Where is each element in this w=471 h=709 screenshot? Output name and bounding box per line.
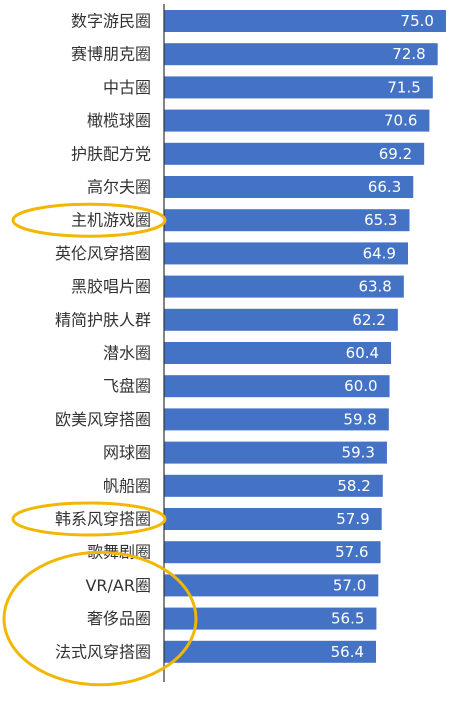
value-label-6: 66.3 <box>368 178 401 196</box>
bar-3 <box>164 76 433 99</box>
value-label-19: 56.5 <box>331 610 364 628</box>
value-label-18: 57.0 <box>333 576 366 594</box>
category-label-18: VR/AR圈 <box>85 576 151 595</box>
bar-5 <box>164 142 425 165</box>
bar-8 <box>164 242 408 265</box>
highlight-ellipse-1 <box>11 202 167 238</box>
category-label-19: 奢侈品圈 <box>87 609 151 628</box>
category-label-6: 高尔夫圈 <box>87 178 151 197</box>
value-label-14: 59.3 <box>342 444 375 462</box>
category-label-3: 中古圈 <box>103 78 151 97</box>
category-label-20: 法式风穿搭圈 <box>55 642 151 661</box>
category-label-1: 数字游民圈 <box>71 12 151 31</box>
value-label-5: 69.2 <box>379 145 412 163</box>
category-label-9: 黑胶唱片圈 <box>71 277 151 296</box>
category-label-13: 欧美风穿搭圈 <box>55 410 151 429</box>
category-label-7: 主机游戏圈 <box>71 211 151 230</box>
highlight-ellipses-group <box>2 202 198 687</box>
value-label-2: 72.8 <box>392 45 425 63</box>
category-label-2: 赛博朋克圈 <box>71 45 151 64</box>
bar-1 <box>164 10 446 32</box>
category-label-8: 英伦风穿搭圈 <box>55 244 151 263</box>
highlight-ellipse-2 <box>11 501 167 537</box>
category-label-5: 护肤配方党 <box>71 144 151 163</box>
category-label-4: 橄榄球圈 <box>87 111 151 130</box>
value-label-4: 70.6 <box>384 112 417 130</box>
category-label-11: 潜水圈 <box>103 344 151 363</box>
value-label-20: 56.4 <box>331 643 364 661</box>
bars-group <box>164 10 446 663</box>
value-label-16: 57.9 <box>336 510 369 528</box>
category-label-15: 帆船圈 <box>103 476 151 495</box>
value-label-12: 60.0 <box>344 377 377 395</box>
value-label-1: 75.0 <box>401 12 434 30</box>
value-label-11: 60.4 <box>346 344 379 362</box>
value-label-9: 63.8 <box>358 278 391 296</box>
bar-2 <box>164 43 438 66</box>
bar-10 <box>164 308 398 331</box>
bar-15 <box>164 474 383 497</box>
bar-13 <box>164 408 389 431</box>
bar-18 <box>164 574 379 597</box>
value-label-3: 71.5 <box>387 78 420 96</box>
bar-6 <box>164 176 414 198</box>
bar-7 <box>164 209 410 232</box>
category-label-16: 韩系风穿搭圈 <box>55 510 151 529</box>
value-label-7: 65.3 <box>364 211 397 229</box>
bar-20 <box>164 640 377 663</box>
bar-9 <box>164 275 404 298</box>
value-labels-group: 75.0 72.8 71.5 70.6 69.2 66.3 65.3 64.9 63.8 62.2… <box>331 12 434 661</box>
bar-14 <box>164 441 387 464</box>
bar-12 <box>164 375 390 398</box>
value-label-17: 57.6 <box>335 543 368 561</box>
value-label-15: 58.2 <box>337 477 370 495</box>
category-label-12: 飞盘圈 <box>103 377 151 396</box>
bar-11 <box>164 342 392 364</box>
highlight-ellipse-3 <box>2 550 198 687</box>
value-label-10: 62.2 <box>352 311 385 329</box>
bar-16 <box>164 508 382 530</box>
category-label-10: 精简护肤人群 <box>55 310 151 329</box>
category-label-14: 网球圈 <box>103 443 151 462</box>
category-labels-group: 数字游民圈赛博朋克圈中古圈橄榄球圈护肤配方党高尔夫圈主机游戏圈英伦风穿搭圈黑胶唱… <box>55 12 151 662</box>
value-label-13: 59.8 <box>343 410 376 428</box>
bar-4 <box>164 109 430 132</box>
bar-17 <box>164 541 381 564</box>
value-label-8: 64.9 <box>363 244 396 262</box>
bar-19 <box>164 607 377 630</box>
